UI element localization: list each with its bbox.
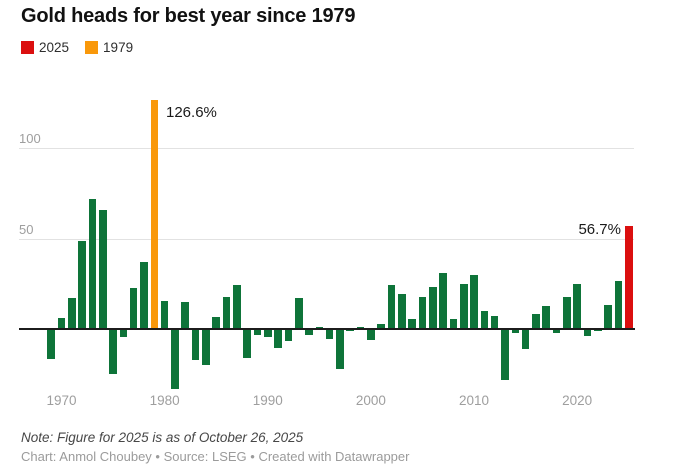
bar-1992[interactable]: [284, 330, 293, 341]
x-axis-baseline: [19, 328, 635, 330]
credit-byline: Chart: Anmol Choubey • Source: LSEG • Cr…: [21, 449, 410, 464]
bar-2004[interactable]: [408, 319, 416, 329]
bar-2011[interactable]: [480, 310, 489, 329]
bar-2002[interactable]: [387, 284, 396, 329]
bar-1970[interactable]: [57, 317, 66, 329]
bar-1997[interactable]: [336, 330, 344, 370]
bar-1987[interactable]: [233, 285, 241, 329]
bar-2010[interactable]: [470, 275, 478, 329]
y-tick-50: 50: [19, 221, 34, 237]
bar-1995[interactable]: [315, 326, 324, 329]
bar-1990[interactable]: [263, 330, 272, 337]
bar-2001[interactable]: [377, 323, 386, 329]
bar-2022[interactable]: [594, 330, 602, 331]
legend-swatch-1979-icon: [85, 41, 99, 54]
bar-2003[interactable]: [398, 293, 406, 329]
bar-1972[interactable]: [78, 240, 86, 329]
bar-1996[interactable]: [325, 330, 334, 340]
bar-1979[interactable]: [150, 99, 159, 329]
legend-label-1979: 1979: [103, 40, 134, 55]
bar-2009[interactable]: [459, 284, 468, 329]
bar-2018[interactable]: [552, 330, 561, 334]
legend: 2025 1979: [21, 40, 133, 55]
gridline-100: [19, 148, 634, 149]
bar-1978[interactable]: [140, 262, 148, 329]
bar-1991[interactable]: [274, 330, 282, 349]
data-label-1979: 126.6%: [166, 104, 217, 121]
bar-1971[interactable]: [68, 297, 76, 329]
bar-1973[interactable]: [88, 198, 97, 329]
legend-label-2025: 2025: [39, 40, 70, 55]
gridline-50: [19, 238, 634, 240]
footnote: Note: Figure for 2025 is as of October 2…: [21, 430, 304, 445]
bar-1974[interactable]: [98, 209, 107, 329]
bar-1981[interactable]: [171, 330, 179, 389]
y-tick-100: 100: [19, 131, 41, 146]
bar-1986[interactable]: [222, 297, 231, 329]
legend-swatch-2025-icon: [21, 41, 34, 54]
bar-2015[interactable]: [521, 330, 530, 349]
bar-1989[interactable]: [253, 330, 262, 335]
bar-1988[interactable]: [243, 330, 251, 359]
x-tick-1990: 1990: [252, 393, 283, 408]
x-tick-2010: 2010: [459, 393, 490, 408]
bar-1984[interactable]: [202, 330, 210, 365]
bar-1993[interactable]: [294, 297, 303, 329]
bar-1969[interactable]: [47, 330, 55, 360]
bar-1980[interactable]: [160, 301, 169, 329]
bar-2025[interactable]: [624, 226, 633, 329]
bar-2016[interactable]: [532, 314, 540, 329]
bar-2005[interactable]: [418, 296, 427, 329]
bar-2012[interactable]: [490, 316, 499, 329]
page-title: Gold heads for best year since 1979: [21, 5, 356, 27]
bar-1977[interactable]: [129, 288, 138, 329]
bar-2017[interactable]: [542, 306, 551, 329]
bar-1983[interactable]: [191, 330, 200, 360]
bar-2013[interactable]: [501, 330, 509, 381]
bar-1975[interactable]: [109, 330, 117, 374]
x-tick-1980: 1980: [149, 393, 180, 408]
x-tick-2000: 2000: [355, 393, 386, 408]
bar-2014[interactable]: [511, 330, 520, 334]
bar-1998[interactable]: [346, 330, 355, 332]
bar-2024[interactable]: [614, 280, 623, 329]
data-label-2025: 56.7%: [578, 221, 621, 238]
x-tick-1970: 1970: [46, 393, 77, 408]
bar-1982[interactable]: [181, 302, 190, 329]
x-tick-2020: 2020: [562, 393, 593, 408]
bar-2021[interactable]: [583, 330, 592, 337]
bar-2008[interactable]: [449, 318, 458, 329]
bar-1994[interactable]: [305, 330, 313, 335]
bar-2007[interactable]: [439, 273, 447, 329]
legend-item-2025: 2025: [21, 40, 69, 55]
bar-2023[interactable]: [604, 305, 612, 329]
bar-1985[interactable]: [212, 316, 220, 329]
bar-2006[interactable]: [429, 287, 437, 329]
bar-2019[interactable]: [563, 296, 571, 329]
bar-2020[interactable]: [573, 283, 581, 329]
bar-1976[interactable]: [119, 330, 128, 338]
legend-item-1979: 1979: [85, 40, 133, 55]
bar-2000[interactable]: [367, 330, 375, 340]
